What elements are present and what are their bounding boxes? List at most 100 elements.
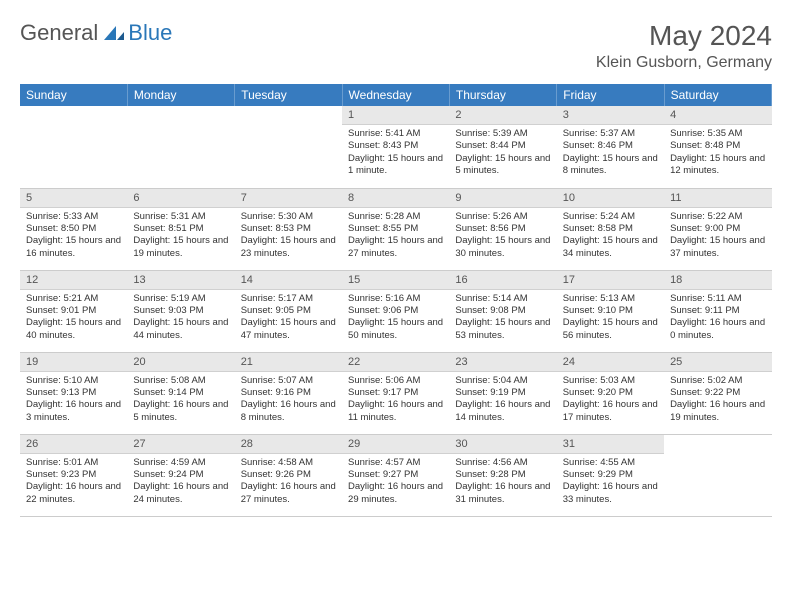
calendar-week-row: 12Sunrise: 5:21 AMSunset: 9:01 PMDayligh… [20,270,772,352]
sunrise-line: Sunrise: 4:57 AM [348,457,443,469]
day-number: 26 [20,435,127,454]
calendar-day-cell: 4Sunrise: 5:35 AMSunset: 8:48 PMDaylight… [664,106,771,188]
sunset-line: Sunset: 9:26 PM [241,469,336,481]
title-block: May 2024 Klein Gusborn, Germany [596,20,772,72]
calendar-day-cell: 10Sunrise: 5:24 AMSunset: 8:58 PMDayligh… [557,188,664,270]
sunset-line: Sunset: 8:58 PM [563,223,658,235]
calendar-day-cell: 17Sunrise: 5:13 AMSunset: 9:10 PMDayligh… [557,270,664,352]
sunrise-line: Sunrise: 5:41 AM [348,128,443,140]
sunrise-line: Sunrise: 5:22 AM [670,211,765,223]
day-details [127,125,234,181]
calendar-day-cell [20,106,127,188]
calendar-day-cell: 20Sunrise: 5:08 AMSunset: 9:14 PMDayligh… [127,352,234,434]
day-details: Sunrise: 5:08 AMSunset: 9:14 PMDaylight:… [127,372,234,430]
calendar-week-row: 5Sunrise: 5:33 AMSunset: 8:50 PMDaylight… [20,188,772,270]
day-number: 2 [449,106,556,125]
day-details: Sunrise: 5:02 AMSunset: 9:22 PMDaylight:… [664,372,771,430]
sunrise-line: Sunrise: 5:19 AM [133,293,228,305]
sunset-line: Sunset: 9:22 PM [670,387,765,399]
day-details: Sunrise: 5:37 AMSunset: 8:46 PMDaylight:… [557,125,664,183]
day-number: 13 [127,271,234,290]
sunset-line: Sunset: 8:56 PM [455,223,550,235]
sunrise-line: Sunrise: 5:08 AM [133,375,228,387]
sunrise-line: Sunrise: 5:03 AM [563,375,658,387]
month-title: May 2024 [596,20,772,52]
sunrise-line: Sunrise: 5:28 AM [348,211,443,223]
calendar-day-cell: 5Sunrise: 5:33 AMSunset: 8:50 PMDaylight… [20,188,127,270]
sunset-line: Sunset: 9:01 PM [26,305,121,317]
sunset-line: Sunset: 9:20 PM [563,387,658,399]
day-number: 31 [557,435,664,454]
sunset-line: Sunset: 9:27 PM [348,469,443,481]
sunrise-line: Sunrise: 4:58 AM [241,457,336,469]
day-details: Sunrise: 5:22 AMSunset: 9:00 PMDaylight:… [664,208,771,266]
daylight-line: Daylight: 16 hours and 22 minutes. [26,481,121,506]
day-number: 29 [342,435,449,454]
sunset-line: Sunset: 9:08 PM [455,305,550,317]
calendar-day-cell: 28Sunrise: 4:58 AMSunset: 9:26 PMDayligh… [235,434,342,516]
weekday-header-row: Sunday Monday Tuesday Wednesday Thursday… [20,84,772,106]
daylight-line: Daylight: 16 hours and 31 minutes. [455,481,550,506]
sunrise-line: Sunrise: 5:35 AM [670,128,765,140]
calendar-day-cell: 31Sunrise: 4:55 AMSunset: 9:29 PMDayligh… [557,434,664,516]
day-details: Sunrise: 4:59 AMSunset: 9:24 PMDaylight:… [127,454,234,512]
calendar-day-cell: 19Sunrise: 5:10 AMSunset: 9:13 PMDayligh… [20,352,127,434]
daylight-line: Daylight: 16 hours and 5 minutes. [133,399,228,424]
calendar-week-row: 19Sunrise: 5:10 AMSunset: 9:13 PMDayligh… [20,352,772,434]
day-number: 15 [342,271,449,290]
sunrise-line: Sunrise: 5:16 AM [348,293,443,305]
sunset-line: Sunset: 9:11 PM [670,305,765,317]
calendar-day-cell: 14Sunrise: 5:17 AMSunset: 9:05 PMDayligh… [235,270,342,352]
header: General Blue May 2024 Klein Gusborn, Ger… [20,20,772,72]
daylight-line: Daylight: 16 hours and 3 minutes. [26,399,121,424]
day-details: Sunrise: 5:21 AMSunset: 9:01 PMDaylight:… [20,290,127,348]
sunset-line: Sunset: 9:14 PM [133,387,228,399]
calendar-day-cell: 21Sunrise: 5:07 AMSunset: 9:16 PMDayligh… [235,352,342,434]
day-number: 20 [127,353,234,372]
daylight-line: Daylight: 15 hours and 23 minutes. [241,235,336,260]
day-number: 27 [127,435,234,454]
sunset-line: Sunset: 8:53 PM [241,223,336,235]
day-details: Sunrise: 5:19 AMSunset: 9:03 PMDaylight:… [127,290,234,348]
calendar-day-cell: 13Sunrise: 5:19 AMSunset: 9:03 PMDayligh… [127,270,234,352]
calendar-day-cell [235,106,342,188]
weekday-header: Sunday [20,84,127,106]
brand-part1: General [20,20,98,46]
day-details: Sunrise: 5:17 AMSunset: 9:05 PMDaylight:… [235,290,342,348]
day-details [664,454,771,510]
calendar-day-cell: 16Sunrise: 5:14 AMSunset: 9:08 PMDayligh… [449,270,556,352]
calendar-day-cell: 2Sunrise: 5:39 AMSunset: 8:44 PMDaylight… [449,106,556,188]
sunset-line: Sunset: 9:05 PM [241,305,336,317]
sunset-line: Sunset: 8:55 PM [348,223,443,235]
day-details: Sunrise: 4:55 AMSunset: 9:29 PMDaylight:… [557,454,664,512]
calendar-week-row: 26Sunrise: 5:01 AMSunset: 9:23 PMDayligh… [20,434,772,516]
daylight-line: Daylight: 15 hours and 16 minutes. [26,235,121,260]
sunrise-line: Sunrise: 5:31 AM [133,211,228,223]
day-details: Sunrise: 5:03 AMSunset: 9:20 PMDaylight:… [557,372,664,430]
calendar-day-cell: 23Sunrise: 5:04 AMSunset: 9:19 PMDayligh… [449,352,556,434]
sunset-line: Sunset: 8:50 PM [26,223,121,235]
day-details: Sunrise: 5:06 AMSunset: 9:17 PMDaylight:… [342,372,449,430]
calendar-day-cell: 12Sunrise: 5:21 AMSunset: 9:01 PMDayligh… [20,270,127,352]
calendar-day-cell: 30Sunrise: 4:56 AMSunset: 9:28 PMDayligh… [449,434,556,516]
daylight-line: Daylight: 16 hours and 17 minutes. [563,399,658,424]
day-number: 6 [127,189,234,208]
day-number: 24 [557,353,664,372]
day-details: Sunrise: 4:58 AMSunset: 9:26 PMDaylight:… [235,454,342,512]
day-number: 14 [235,271,342,290]
brand-logo: General Blue [20,20,172,46]
daylight-line: Daylight: 15 hours and 5 minutes. [455,153,550,178]
calendar-day-cell [664,434,771,516]
day-details: Sunrise: 5:14 AMSunset: 9:08 PMDaylight:… [449,290,556,348]
sunrise-line: Sunrise: 5:13 AM [563,293,658,305]
daylight-line: Daylight: 16 hours and 19 minutes. [670,399,765,424]
sunset-line: Sunset: 9:13 PM [26,387,121,399]
sunrise-line: Sunrise: 5:37 AM [563,128,658,140]
daylight-line: Daylight: 16 hours and 11 minutes. [348,399,443,424]
weekday-header: Thursday [449,84,556,106]
day-details: Sunrise: 5:16 AMSunset: 9:06 PMDaylight:… [342,290,449,348]
sunrise-line: Sunrise: 5:01 AM [26,457,121,469]
day-details [235,125,342,181]
sunset-line: Sunset: 9:16 PM [241,387,336,399]
calendar-day-cell: 26Sunrise: 5:01 AMSunset: 9:23 PMDayligh… [20,434,127,516]
